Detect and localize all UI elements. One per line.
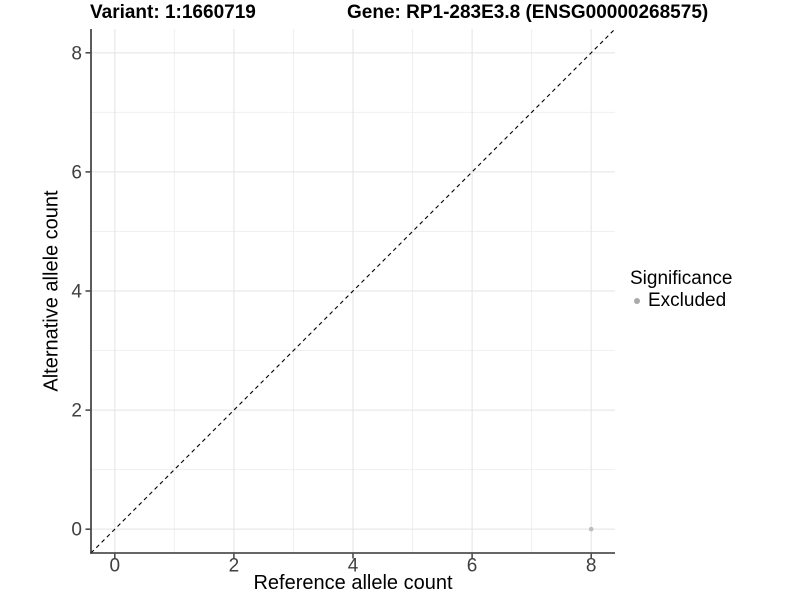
legend-item-label: Excluded — [648, 290, 727, 311]
y-axis-tick-label: 6 — [71, 162, 82, 183]
x-axis-tick-label: 8 — [586, 556, 597, 577]
y-axis-tick-label: 0 — [71, 520, 82, 541]
identity-dashed-line — [90, 28, 616, 554]
y-axis-tick-label: 8 — [71, 43, 82, 64]
legend-point-icon — [634, 298, 640, 304]
x-axis-tick-label: 2 — [229, 556, 240, 577]
data-point — [588, 526, 594, 532]
x-axis-tick-label: 6 — [467, 556, 478, 577]
x-axis-title: Reference allele count — [253, 572, 453, 594]
plot-title-gene: Gene: RP1-283E3.8 (ENSG00000268575) — [347, 2, 709, 23]
plot-title-variant: Variant: 1:1660719 — [90, 2, 256, 23]
y-axis-title: Alternative allele count — [40, 190, 63, 392]
x-axis-tick-label: 0 — [110, 556, 121, 577]
y-axis-tick-label: 4 — [71, 282, 82, 303]
legend-title: Significance — [630, 268, 733, 289]
legend: Significance Excluded — [630, 269, 732, 311]
x-axis-tick-label: 4 — [348, 556, 359, 577]
legend-item-excluded: Excluded — [630, 291, 732, 311]
y-axis-tick-label: 2 — [71, 401, 82, 422]
